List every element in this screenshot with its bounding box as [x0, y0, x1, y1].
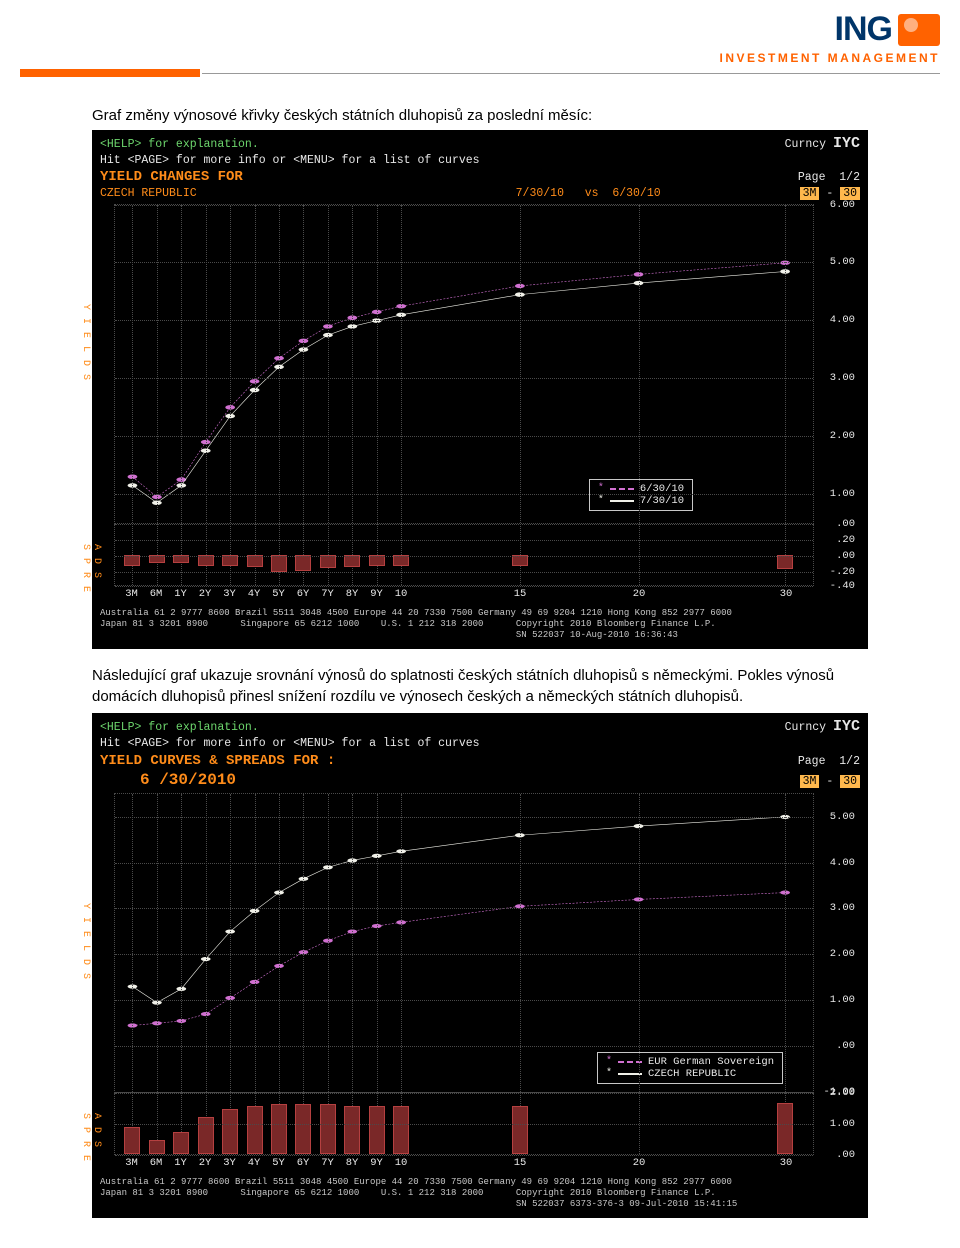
chart-title: YIELD CURVES & SPREADS FOR : — [100, 752, 335, 770]
date2: 6/30/10 — [612, 187, 660, 200]
vs: vs — [585, 187, 599, 200]
x-axis-1: 3M6M1Y2Y3Y4Y5Y6Y7Y8Y9Y10152030 — [114, 588, 814, 602]
caption-1: Graf změny výnosové křivky českých státn… — [92, 105, 868, 126]
spread-plot-2: 2.001.00.00 — [114, 1093, 814, 1155]
help-text: <HELP> for explanation. — [100, 138, 259, 153]
country-label: CZECH REPUBLIC — [100, 187, 197, 202]
yield-plot-2: *EUR German Sovereign*CZECH REPUBLIC 5.0… — [114, 793, 814, 1093]
yields-axis-label: Y I E L D S — [80, 903, 91, 980]
content: Graf změny výnosové křivky českých státn… — [0, 77, 960, 1248]
logo-subtitle: INVESTMENT MANAGEMENT — [720, 51, 941, 65]
caption-2: Následující graf ukazuje srovnání výnosů… — [92, 665, 868, 707]
iyc-label: IYC — [833, 135, 860, 152]
menu-text: Hit <PAGE> for more info or <MENU> for a… — [100, 737, 860, 752]
help-text: <HELP> for explanation. — [100, 721, 259, 736]
spread-plot-1: .00.20.00-.20-.40 — [114, 524, 814, 586]
curncy-label: Curncy — [785, 138, 826, 151]
x-axis-2: 3M6M1Y2Y3Y4Y5Y6Y7Y8Y9Y10152030 — [114, 1157, 814, 1171]
range-end: 30 — [840, 775, 860, 788]
curncy-label: Curncy — [785, 721, 826, 734]
menu-text: Hit <PAGE> for more info or <MENU> for a… — [100, 154, 860, 169]
header: ING INVESTMENT MANAGEMENT — [0, 0, 960, 69]
iyc-label: IYC — [833, 718, 860, 735]
page: ING INVESTMENT MANAGEMENT Graf změny výn… — [0, 0, 960, 1248]
divider — [0, 69, 960, 77]
yield-plot-1: *6/30/10*7/30/10 6.005.004.003.002.001.0… — [114, 204, 814, 524]
chart-subtitle: 6 /30/2010 — [140, 770, 236, 791]
page-value: 1/2 — [839, 755, 860, 768]
chart-title: YIELD CHANGES FOR — [100, 168, 243, 186]
legend-2: *EUR German Sovereign*CZECH REPUBLIC — [597, 1052, 783, 1084]
page-value: 1/2 — [839, 171, 860, 184]
terminal-footer-2: Australia 61 2 9777 8600 Brazil 5511 304… — [92, 1171, 868, 1219]
lion-icon — [898, 14, 940, 46]
spreads-axis-label: S P R E A D S — [80, 544, 102, 602]
yields-axis-label: Y I E L D S — [80, 304, 91, 381]
terminal-chart-1: <HELP> for explanation. Curncy IYC Hit <… — [92, 130, 868, 649]
range-start: 3M — [800, 187, 820, 200]
terminal-chart-2: <HELP> for explanation. Curncy IYC Hit <… — [92, 713, 868, 1218]
date1: 7/30/10 — [516, 187, 564, 200]
spreads-axis-label: S P R E A D S — [80, 1113, 102, 1171]
logo-text: ING — [835, 10, 892, 49]
page-label: Page — [798, 171, 826, 184]
page-label: Page — [798, 755, 826, 768]
terminal-footer-1: Australia 61 2 9777 8600 Brazil 5511 304… — [92, 602, 868, 650]
logo: ING INVESTMENT MANAGEMENT — [720, 10, 941, 65]
range-start: 3M — [800, 775, 820, 788]
